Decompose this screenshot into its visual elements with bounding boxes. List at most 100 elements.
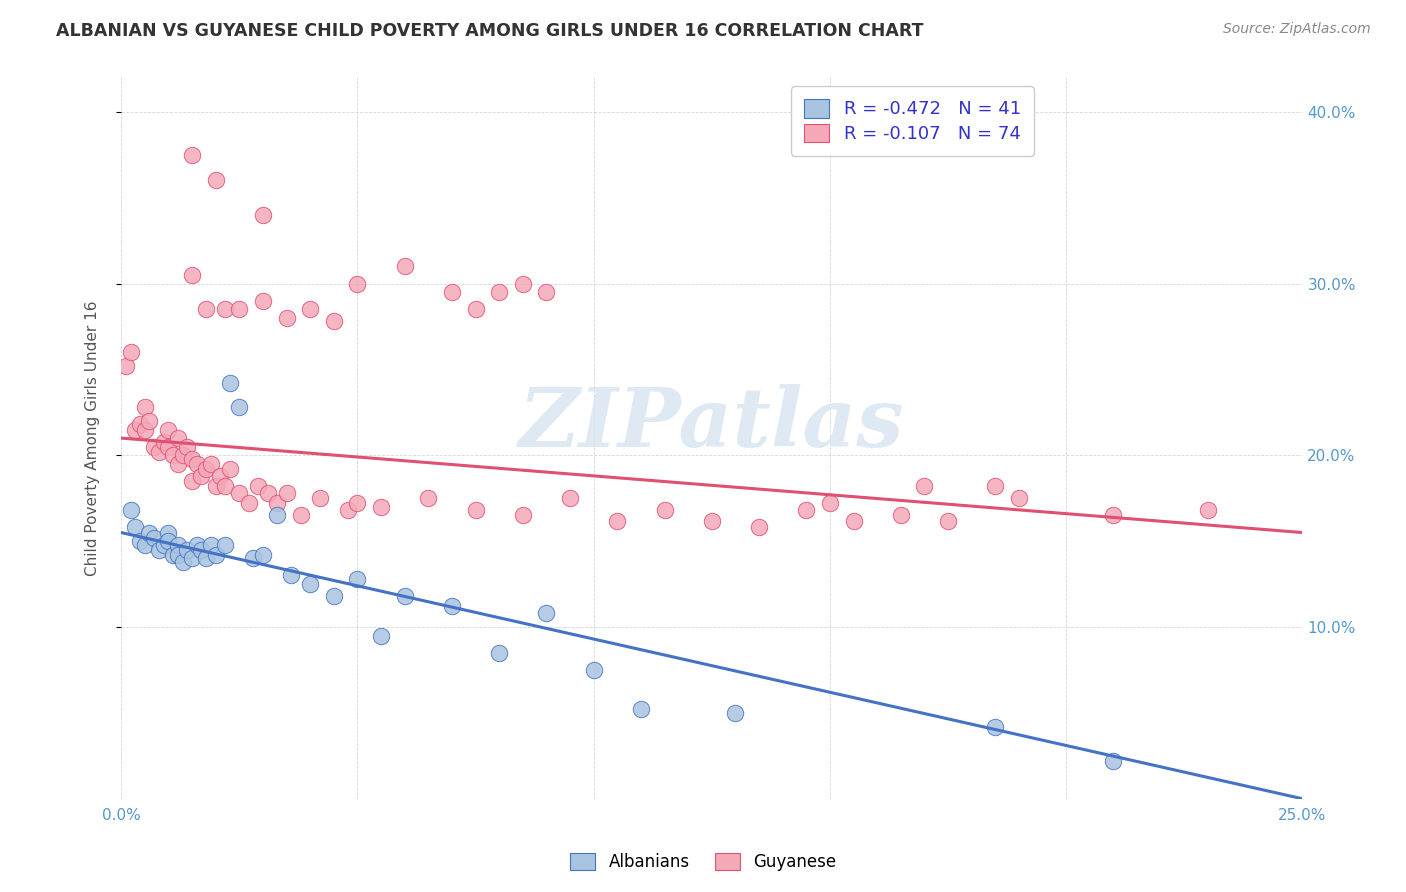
Point: [148, 445, 170, 459]
Point: [143, 440, 166, 454]
Point: [558, 491, 581, 506]
Point: [252, 208, 274, 222]
Point: [252, 293, 274, 308]
Point: [346, 572, 368, 586]
Point: [418, 491, 440, 506]
Point: [157, 525, 180, 540]
Point: [124, 520, 146, 534]
Point: [181, 451, 204, 466]
Text: ALBANIAN VS GUYANESE CHILD POVERTY AMONG GIRLS UNDER 16 CORRELATION CHART: ALBANIAN VS GUYANESE CHILD POVERTY AMONG…: [56, 22, 924, 40]
Point: [181, 551, 204, 566]
Point: [242, 551, 264, 566]
Point: [308, 491, 330, 506]
Point: [276, 486, 298, 500]
Point: [464, 302, 486, 317]
Point: [204, 548, 226, 562]
Point: [157, 423, 180, 437]
Point: [936, 514, 959, 528]
Point: [166, 457, 188, 471]
Point: [464, 503, 486, 517]
Legend: R = -0.472   N = 41, R = -0.107   N = 74: R = -0.472 N = 41, R = -0.107 N = 74: [792, 87, 1033, 156]
Point: [162, 448, 184, 462]
Point: [818, 496, 841, 510]
Point: [134, 538, 156, 552]
Point: [204, 173, 226, 187]
Point: [148, 542, 170, 557]
Point: [748, 520, 770, 534]
Point: [134, 400, 156, 414]
Text: Source: ZipAtlas.com: Source: ZipAtlas.com: [1223, 22, 1371, 37]
Point: [630, 702, 652, 716]
Point: [700, 514, 723, 528]
Point: [134, 423, 156, 437]
Point: [181, 268, 204, 282]
Point: [890, 508, 912, 523]
Point: [115, 359, 138, 373]
Point: [124, 423, 146, 437]
Point: [157, 534, 180, 549]
Point: [152, 434, 174, 449]
Point: [172, 555, 194, 569]
Point: [176, 440, 198, 454]
Point: [166, 431, 188, 445]
Point: [218, 462, 240, 476]
Point: [512, 508, 534, 523]
Point: [1102, 508, 1125, 523]
Legend: Albanians, Guyanese: Albanians, Guyanese: [562, 845, 844, 880]
Point: [1102, 754, 1125, 768]
Point: [370, 500, 392, 514]
Point: [322, 589, 344, 603]
Point: [914, 479, 936, 493]
Point: [842, 514, 865, 528]
Point: [228, 302, 250, 317]
Point: [120, 345, 142, 359]
Point: [299, 577, 322, 591]
Point: [290, 508, 312, 523]
Point: [200, 457, 222, 471]
Point: [214, 479, 236, 493]
Point: [181, 474, 204, 488]
Point: [536, 285, 558, 299]
Point: [654, 503, 676, 517]
Point: [214, 302, 236, 317]
Point: [209, 469, 232, 483]
Point: [606, 514, 628, 528]
Point: [138, 414, 160, 428]
Y-axis label: Child Poverty Among Girls Under 16: Child Poverty Among Girls Under 16: [86, 301, 100, 576]
Point: [204, 479, 226, 493]
Point: [336, 503, 359, 517]
Point: [157, 440, 180, 454]
Point: [440, 599, 463, 614]
Point: [512, 277, 534, 291]
Point: [166, 538, 188, 552]
Point: [266, 508, 288, 523]
Point: [218, 376, 240, 391]
Point: [129, 417, 152, 432]
Point: [200, 538, 222, 552]
Point: [394, 260, 416, 274]
Point: [195, 302, 218, 317]
Point: [162, 548, 184, 562]
Point: [322, 314, 344, 328]
Point: [346, 496, 368, 510]
Point: [370, 629, 392, 643]
Point: [186, 457, 208, 471]
Point: [984, 720, 1007, 734]
Point: [1008, 491, 1031, 506]
Point: [299, 302, 322, 317]
Point: [195, 462, 218, 476]
Point: [228, 400, 250, 414]
Point: [176, 542, 198, 557]
Point: [143, 531, 166, 545]
Point: [166, 548, 188, 562]
Point: [190, 542, 212, 557]
Point: [138, 525, 160, 540]
Point: [1197, 503, 1219, 517]
Point: [266, 496, 288, 510]
Point: [582, 663, 605, 677]
Point: [536, 607, 558, 621]
Point: [984, 479, 1007, 493]
Point: [346, 277, 368, 291]
Point: [276, 310, 298, 325]
Point: [488, 285, 510, 299]
